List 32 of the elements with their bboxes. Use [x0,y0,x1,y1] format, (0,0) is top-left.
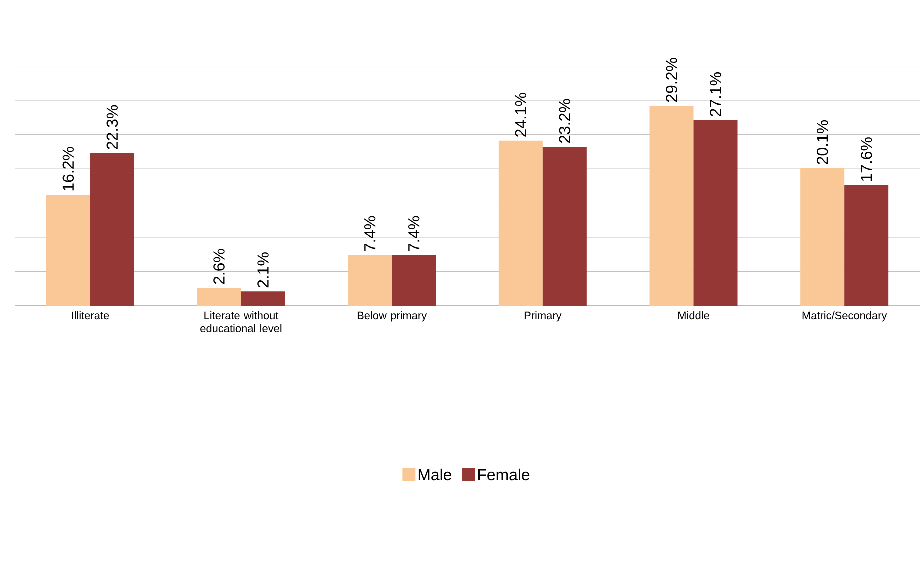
legend-label: Female [478,468,530,481]
data-label: 24.1% [515,93,527,137]
data-label: 22.3% [106,105,118,150]
bar [348,255,392,306]
data-label: 17.6% [860,138,872,182]
data-label: 2.1% [258,252,269,288]
data-label: 27.1% [710,72,722,116]
data-label: 20.1% [816,120,828,164]
bar [650,106,694,306]
data-label: 7.4% [408,216,420,252]
data-label: 29.2% [666,58,678,102]
legend-label: Male [418,468,452,481]
data-label: 23.2% [559,99,571,144]
x-tick-label: Middle [678,312,710,320]
x-tick-label: Matric/Secondary [802,312,888,322]
bar [542,147,587,306]
x-tick-label: Below primary [358,312,428,322]
data-label: 16.2% [62,147,74,191]
bar [392,255,436,306]
bar [46,195,90,306]
bar [498,140,543,306]
bar [197,288,242,306]
data-label: 7.4% [364,216,376,252]
x-tick-label: Illiterate [72,312,110,320]
bar [694,120,738,306]
data-label: 2.6% [214,249,225,284]
x-tick-label: Primary [524,312,562,322]
x-tick-label: Literate without educational level [200,312,282,333]
bar [241,292,286,306]
bar [90,153,134,306]
bar [800,168,845,306]
bar [844,185,889,306]
